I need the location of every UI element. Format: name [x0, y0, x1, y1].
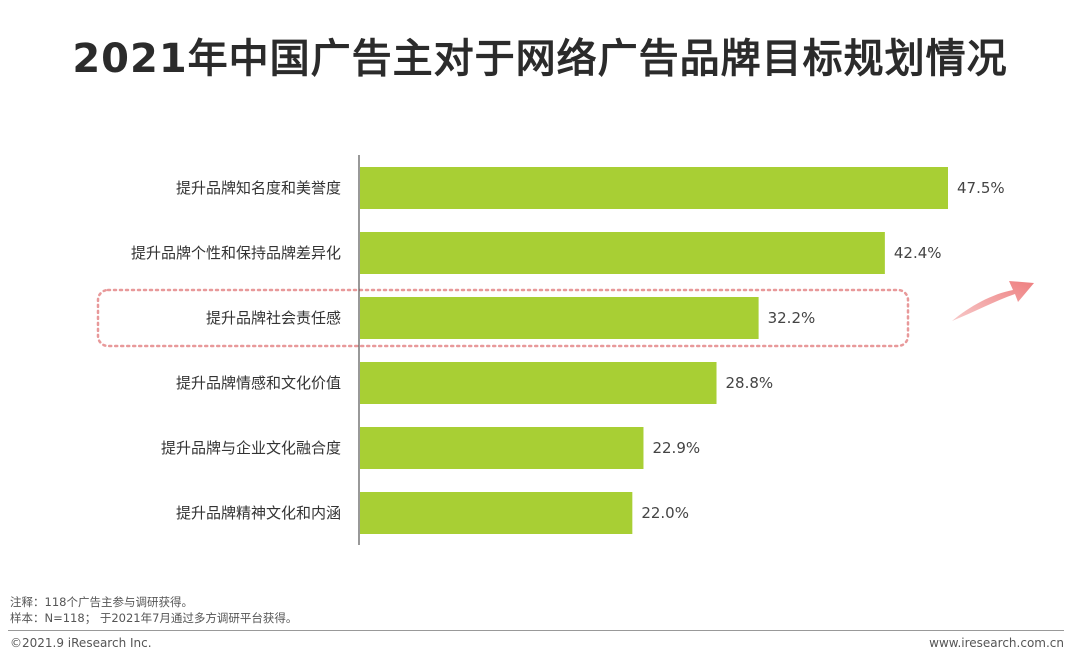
bar: [360, 362, 717, 404]
website: www.iresearch.com.cn: [929, 636, 1064, 650]
category-label: 提升品牌精神文化和内涵: [176, 504, 341, 522]
copyright: ©2021.9 iResearch Inc.: [10, 636, 152, 650]
category-label: 提升品牌与企业文化融合度: [161, 439, 341, 457]
value-label: 22.9%: [652, 439, 700, 457]
trend-arrow-icon: [952, 281, 1034, 321]
note-line-1: 注释：118个广告主参与调研获得。: [10, 595, 193, 609]
footer-divider: [8, 630, 1064, 631]
value-label: 42.4%: [894, 244, 942, 262]
category-label: 提升品牌情感和文化价值: [176, 374, 341, 392]
value-label: 28.8%: [726, 374, 774, 392]
bar: [360, 167, 948, 209]
category-label: 提升品牌社会责任感: [206, 309, 341, 327]
value-label: 47.5%: [957, 179, 1005, 197]
note-line-2: 样本：N=118； 于2021年7月通过多方调研平台获得。: [10, 611, 298, 625]
value-label: 22.0%: [641, 504, 689, 522]
notes: 注释：118个广告主参与调研获得。 样本：N=118； 于2021年7月通过多方…: [10, 594, 297, 626]
chart-title: 2021年中国广告主对于网络广告品牌目标规划情况: [72, 36, 1008, 82]
category-label: 提升品牌个性和保持品牌差异化: [131, 244, 341, 262]
bar: [360, 492, 633, 534]
category-label: 提升品牌知名度和美誉度: [176, 179, 341, 197]
bar: [360, 427, 644, 469]
bar: [360, 297, 759, 339]
value-label: 32.2%: [768, 309, 816, 327]
highlight-box: [96, 288, 910, 348]
bar: [360, 232, 885, 274]
bar-chart: 提升品牌知名度和美誉度 47.5% 提升品牌个性和保持品牌差异化 42.4% 提升品牌社…: [96, 155, 1034, 545]
